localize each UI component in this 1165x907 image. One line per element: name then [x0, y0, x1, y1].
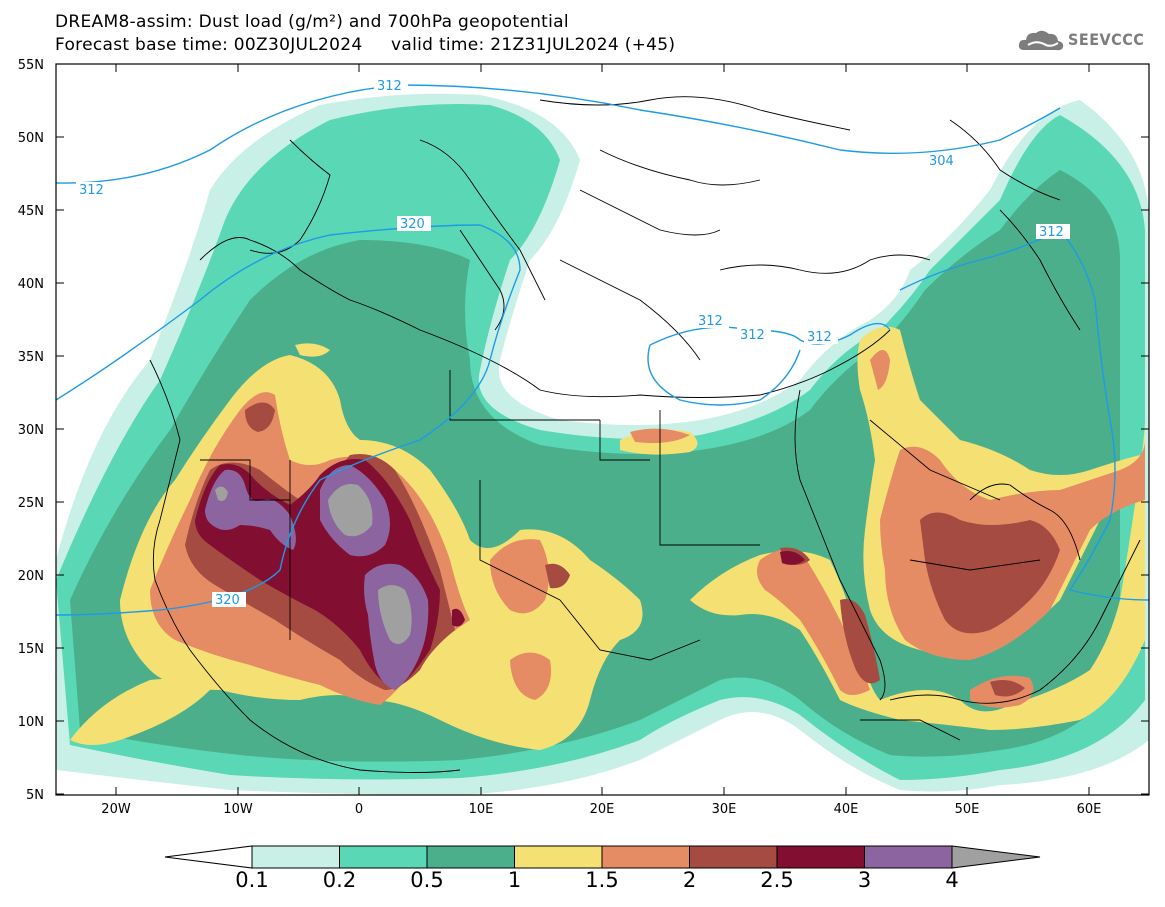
colorbar — [164, 845, 1041, 869]
lat-label: 5N — [26, 788, 44, 803]
colorbar-label: 3 — [857, 868, 872, 892]
dust-level-area — [780, 551, 805, 565]
contour-labels: 312 312 320 304 312 312 312 312 320 — [76, 78, 1070, 608]
dust-level-area — [545, 563, 570, 589]
colorbar-swatch — [252, 846, 340, 868]
coastlines — [149, 96, 1141, 773]
lon-label: 10W — [223, 802, 253, 817]
colorbar-swatch — [339, 846, 427, 868]
dust-level-area — [378, 585, 412, 644]
lat-label: 30N — [18, 423, 44, 438]
colorbar-label: 1 — [507, 868, 522, 892]
geopotential-contours — [56, 84, 1149, 616]
lat-label: 25N — [18, 496, 44, 511]
colorbar-label: 0.2 — [322, 868, 357, 892]
dust-level-area — [215, 486, 228, 501]
dust-level-area — [70, 678, 210, 745]
colorbar-swatch — [427, 846, 515, 868]
dust-level-area — [870, 350, 890, 390]
map-title: DREAM8-assim: Dust load (g/m²) and 700hP… — [55, 12, 569, 32]
dust-level-area — [490, 539, 549, 614]
longitude-labels: 20W 10W 0 10E 20E 30E 40E 50E 60E — [101, 802, 1101, 817]
lon-label: 0 — [355, 802, 363, 817]
colorbar-swatch — [514, 846, 602, 868]
lat-label: 50N — [18, 131, 44, 146]
dust-level-area — [328, 484, 373, 537]
colorbar-swatch — [602, 846, 690, 868]
forecast-time-line: Forecast base time: 00Z30JUL2024 valid t… — [55, 35, 676, 55]
contour-label: 312 — [79, 183, 104, 198]
lat-label: 20N — [18, 569, 44, 584]
contour-label: 320 — [400, 217, 425, 232]
axis-ticks — [56, 63, 1149, 795]
lon-label: 50E — [955, 802, 980, 817]
cloud-logo-icon — [1018, 30, 1064, 51]
colorbar-label: 2 — [682, 868, 697, 892]
lon-label: 60E — [1077, 802, 1102, 817]
lat-label: 45N — [18, 204, 44, 219]
lat-label: 15N — [18, 642, 44, 657]
colorbar-label: 0.5 — [410, 868, 444, 892]
contour-label: 312 — [698, 314, 723, 329]
contour-label: 320 — [215, 593, 240, 608]
dust-level-area — [245, 402, 275, 432]
lat-label: 40N — [18, 277, 44, 292]
lon-label: 30E — [712, 802, 737, 817]
dust-level-area — [990, 680, 1025, 697]
colorbar-swatch — [689, 846, 777, 868]
dust-level-area — [510, 652, 551, 700]
colorbar-label: 1.5 — [585, 868, 619, 892]
lat-label: 10N — [18, 715, 44, 730]
contour-label: 312 — [377, 79, 402, 94]
dust-level-area — [756, 548, 870, 695]
contour-label: 312 — [807, 330, 832, 345]
lat-label: 35N — [18, 350, 44, 365]
colorbar-label: 0.1 — [235, 868, 269, 892]
dust-level-area — [840, 599, 880, 684]
lon-label: 40E — [834, 802, 859, 817]
dust-level-area — [920, 512, 1060, 634]
dust-level-area — [295, 343, 330, 357]
colorbar-over-arrow — [952, 846, 1040, 868]
contour-label: 312 — [1039, 225, 1064, 240]
dust-level-area — [452, 608, 465, 627]
colorbar-swatch — [864, 846, 952, 868]
lon-label: 20W — [101, 802, 131, 817]
lon-label: 20E — [590, 802, 615, 817]
colorbar-label: 2.5 — [760, 868, 794, 892]
lon-label: 10E — [469, 802, 494, 817]
dust-field — [56, 64, 1149, 795]
contour-label: 312 — [740, 328, 765, 343]
contour-label: 304 — [929, 154, 954, 169]
lat-label: 55N — [18, 58, 44, 73]
colorbar-label: 4 — [945, 868, 959, 892]
dust-level-area — [205, 469, 296, 550]
latitude-labels: 55N 50N 45N 40N 35N 30N 25N 20N 15N 10N … — [18, 58, 44, 803]
colorbar-swatch — [777, 846, 865, 868]
logo-text: SEEVCCC — [1068, 30, 1145, 49]
colorbar-under-arrow — [164, 845, 253, 869]
